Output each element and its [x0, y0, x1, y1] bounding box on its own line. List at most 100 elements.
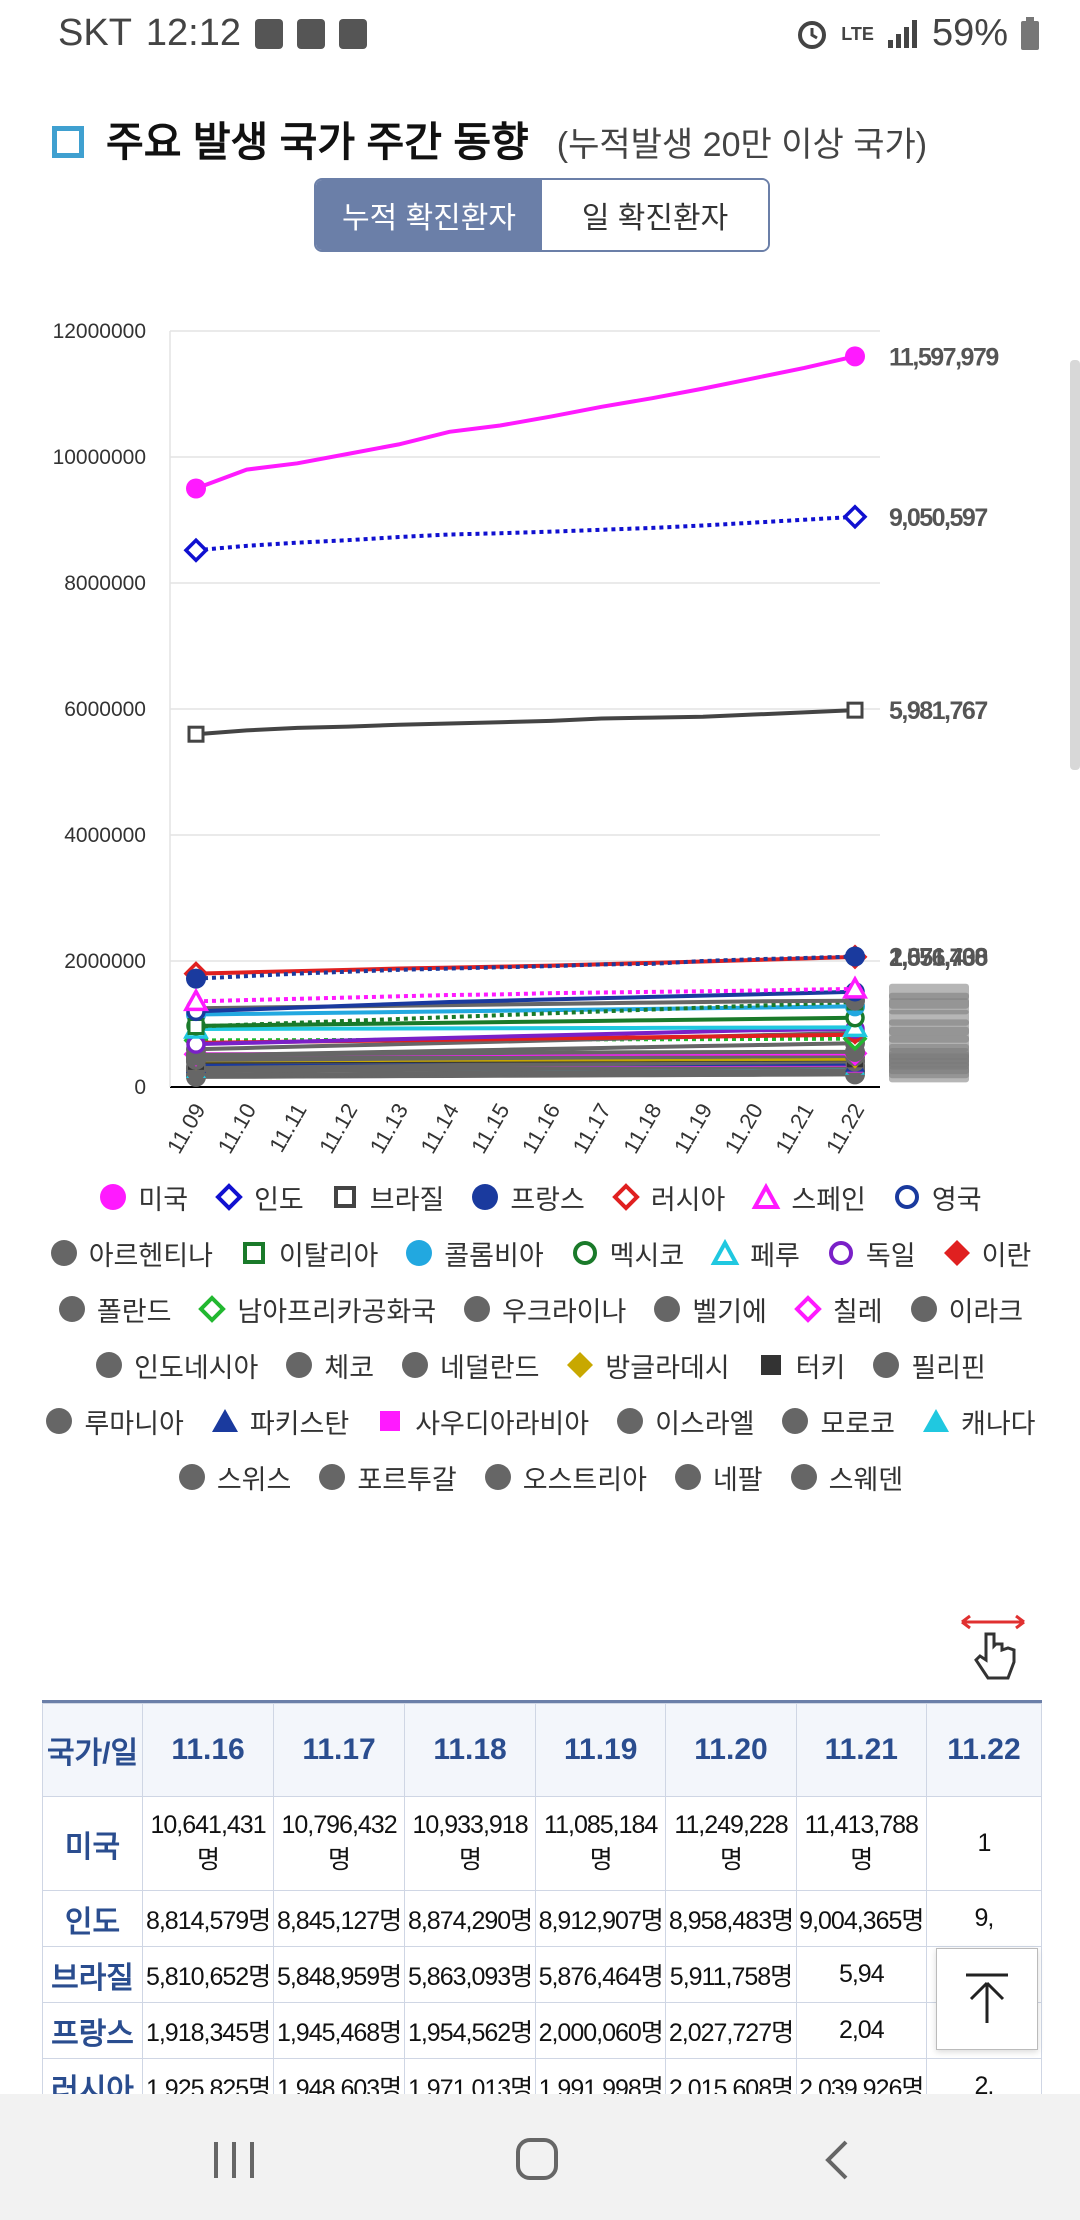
legend-item[interactable]: 브라질: [330, 1180, 444, 1215]
table-cell: 8,958,483명: [665, 1890, 797, 1947]
table-cell: 5,911,758명: [665, 1946, 797, 2003]
arrow-up-icon: [966, 1973, 1008, 2023]
legend-marker-icon: [286, 1352, 313, 1378]
series-미국: [186, 346, 865, 499]
legend-item[interactable]: 콜롬비아: [404, 1236, 544, 1271]
legend-item[interactable]: 오스트리아: [483, 1460, 647, 1495]
legend-label: 인도네시아: [134, 1352, 259, 1383]
table-cell: 5,94: [795, 1946, 927, 2003]
table-row: 러시아 1,925,825명 1,948,603명 1,971,013명 1,991,9…: [42, 2058, 1042, 2095]
legend-item[interactable]: 벨기에: [652, 1292, 767, 1327]
legend-item[interactable]: 네덜란드: [400, 1348, 539, 1383]
legend-item[interactable]: 이탈리아: [239, 1236, 379, 1271]
series-line: [195, 1025, 856, 1032]
table-row-country: 인도: [42, 1890, 144, 1947]
legend-label: 프랑스: [510, 1184, 585, 1215]
series-프랑스: [186, 946, 865, 989]
legend-item[interactable]: 인도네시아: [94, 1348, 259, 1383]
legend-label: 영국: [931, 1184, 982, 1215]
legend-item[interactable]: 독일: [826, 1236, 916, 1271]
legend-item[interactable]: 스페인: [751, 1180, 866, 1215]
legend-marker: [760, 1355, 781, 1375]
table-cell: 1,954,562명: [404, 2002, 537, 2059]
table-column-header: 11.21: [795, 1703, 927, 1797]
battery-percent: 59%: [931, 12, 1008, 54]
legend-label: 네팔: [712, 1464, 763, 1495]
legend-marker-icon: [894, 1185, 919, 1209]
legend-item[interactable]: 영국: [892, 1180, 982, 1215]
page-subtitle: (누적발생 20만 이상 국가): [556, 126, 928, 164]
legend-item[interactable]: 스위스: [177, 1460, 292, 1495]
legend-marker: [654, 1296, 681, 1322]
legend-label: 스페인: [791, 1184, 866, 1215]
scroll-to-top-button[interactable]: [936, 1948, 1038, 2050]
legend-item[interactable]: 멕시코: [570, 1236, 685, 1271]
table-cell: 5,810,652명: [142, 1946, 275, 2003]
series-line: [195, 954, 856, 981]
back-icon[interactable]: [822, 2138, 852, 2182]
legend-item[interactable]: 루마니아: [44, 1404, 184, 1439]
tab-daily[interactable]: 일 확진환자: [542, 180, 768, 250]
legend-item[interactable]: 모로코: [780, 1404, 895, 1439]
legend-item[interactable]: 체코: [284, 1348, 374, 1383]
legend-item[interactable]: 파키스탄: [210, 1404, 349, 1439]
legend-item[interactable]: 프랑스: [470, 1180, 585, 1215]
legend-item[interactable]: 칠레: [793, 1292, 883, 1327]
legend-item[interactable]: 스웨덴: [789, 1460, 903, 1495]
end-value-label: 2,071,408: [889, 944, 988, 972]
legend-marker: [943, 1240, 970, 1266]
legend-marker-icon: [484, 1464, 511, 1490]
legend-marker: [710, 1238, 740, 1265]
legend-item[interactable]: 페루: [710, 1236, 800, 1271]
legend-label: 멕시코: [609, 1240, 685, 1271]
legend-item[interactable]: 터키: [756, 1348, 845, 1383]
legend-item[interactable]: 이라크: [909, 1292, 1023, 1327]
table-cell: 2,039,926명: [795, 2058, 927, 2095]
data-table-container[interactable]: 국가/일 11.16 11.17 11.18 11.19 11.20 11.21 11.22 …: [42, 1700, 1042, 2095]
legend-marker-icon: [402, 1352, 429, 1378]
chart-container: 0 2000000 4000000 6000000 8000000 10000000 120…: [0, 300, 1080, 1180]
legend-marker-icon: [674, 1464, 701, 1490]
legend-label: 오스트리아: [522, 1464, 647, 1495]
table-cell: 8,874,290명: [404, 1890, 537, 1947]
clock: 12:12: [145, 12, 241, 54]
y-tick-label: 8000000: [64, 572, 146, 595]
legend-marker-icon: [472, 1184, 499, 1210]
legend-item[interactable]: 캐나다: [921, 1404, 1036, 1439]
legend-label: 이탈리아: [278, 1240, 379, 1271]
table-cell: 2,000,060명: [535, 2002, 667, 2059]
legend-item[interactable]: 우크라이나: [462, 1292, 626, 1327]
series-line: [195, 989, 856, 1014]
legend-label: 스위스: [216, 1464, 292, 1495]
home-icon[interactable]: [514, 2136, 560, 2182]
table-cell: 10,933,918명: [404, 1796, 537, 1891]
legend-marker-icon: [567, 1352, 594, 1378]
legend-item[interactable]: 포르투갈: [317, 1460, 457, 1495]
legend-item[interactable]: 폴란드: [57, 1292, 171, 1327]
recent-apps-icon[interactable]: [212, 2140, 256, 2180]
legend-marker-icon: [58, 1296, 85, 1322]
legend-item[interactable]: 이란: [942, 1236, 1031, 1271]
legend-marker-icon: [790, 1464, 817, 1490]
legend-item[interactable]: 아르헨티나: [49, 1236, 213, 1271]
legend-item[interactable]: 필리핀: [871, 1348, 986, 1383]
x-tick-label: 11.11: [264, 1099, 312, 1156]
legend-marker-icon: [654, 1296, 681, 1322]
x-tick-label: 11.18: [618, 1099, 666, 1158]
series-스페인: [183, 975, 868, 1012]
tab-cumulative[interactable]: 누적 확진환자: [316, 180, 542, 250]
legend-item[interactable]: 인도: [214, 1180, 304, 1215]
legend-label: 필리핀: [911, 1352, 986, 1383]
legend-item[interactable]: 남아프리카공화국: [197, 1292, 436, 1327]
legend-marker-icon: [612, 1183, 640, 1211]
legend-item[interactable]: 네팔: [673, 1460, 763, 1495]
legend-item[interactable]: 방글라데시: [565, 1348, 730, 1383]
page-scrollbar[interactable]: [1070, 360, 1080, 770]
series-line: [195, 1015, 856, 1028]
legend-item[interactable]: 러시아: [611, 1180, 725, 1215]
legend-item[interactable]: 미국: [98, 1180, 188, 1215]
legend-item[interactable]: 이스라엘: [615, 1404, 754, 1439]
legend-marker: [751, 1182, 781, 1209]
x-tick-label: 11.16: [517, 1099, 565, 1158]
legend-item[interactable]: 사우디아라비아: [375, 1404, 589, 1439]
